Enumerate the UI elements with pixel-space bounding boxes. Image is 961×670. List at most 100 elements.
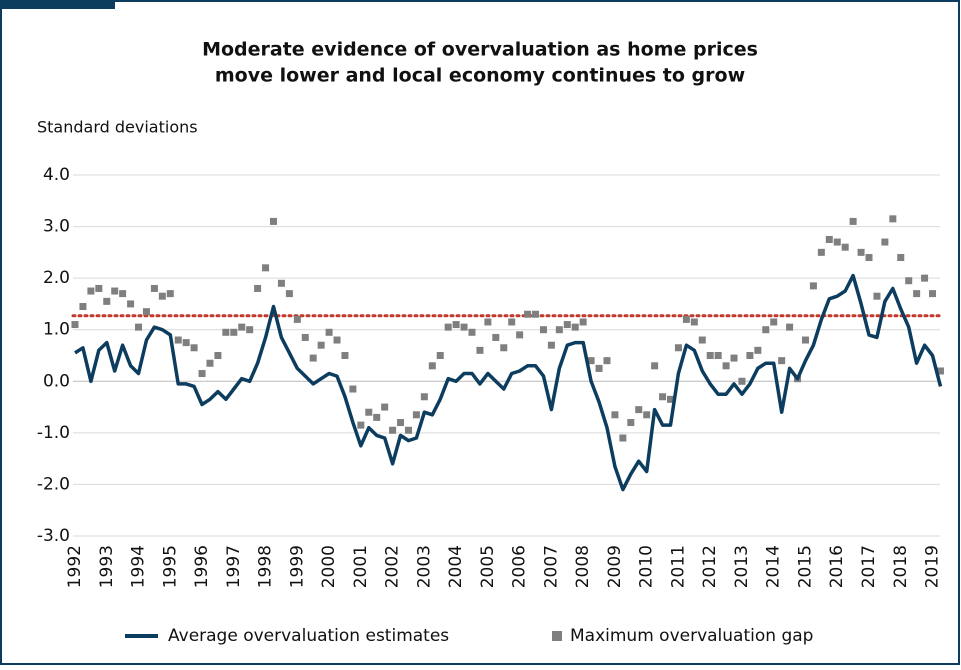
scatter-point <box>778 357 786 365</box>
scatter-point <box>71 321 79 329</box>
scatter-point <box>381 403 389 411</box>
x-tick-label: 1992 <box>65 545 85 588</box>
scatter-point <box>182 339 190 347</box>
x-tick-label: 2002 <box>383 545 403 588</box>
scatter-point <box>905 277 913 285</box>
x-tick-label: 2015 <box>795 545 815 588</box>
scatter-point <box>913 290 921 298</box>
y-tick-label: 4.0 <box>43 165 70 185</box>
line <box>74 273 943 492</box>
scatter-point <box>698 336 706 344</box>
scatter-point <box>373 413 381 421</box>
scatter-point <box>150 284 158 292</box>
scatter-point <box>341 352 349 359</box>
scatter-point <box>738 377 746 385</box>
chart-title: Moderate evidence of overvaluation as ho… <box>202 39 758 61</box>
scatter-point <box>571 323 579 331</box>
scatter-point <box>293 315 301 323</box>
scatter-point <box>936 367 944 375</box>
scatter-point <box>627 419 635 427</box>
x-tick-label: 1997 <box>224 545 244 588</box>
scatter-point <box>714 352 722 359</box>
scatter-point <box>619 434 627 442</box>
scatter-point <box>428 362 436 370</box>
scatter-point <box>476 346 484 354</box>
scatter-point <box>135 323 143 331</box>
x-tick-label: 2012 <box>700 545 720 588</box>
scatter-point <box>468 328 476 336</box>
x-tick-label: 2014 <box>764 545 784 588</box>
scatter-point <box>595 364 603 372</box>
x-tick-label: 1998 <box>256 545 276 588</box>
x-tick-label: 1994 <box>129 545 149 588</box>
y-tick-label: -3.0 <box>37 526 70 546</box>
scatter-point <box>833 238 841 246</box>
x-tick-label: 2001 <box>351 545 371 588</box>
scatter-point <box>127 300 135 308</box>
scatter-point <box>722 362 730 370</box>
scatter-point <box>539 326 547 334</box>
scatter-point <box>579 318 587 326</box>
scatter-point <box>754 346 762 354</box>
scatter-point <box>246 326 254 334</box>
scatter-point <box>674 344 682 352</box>
scatter-point <box>651 362 659 370</box>
scatter-point <box>801 336 809 344</box>
scatter-point <box>667 395 674 403</box>
x-tick-label: 2018 <box>891 545 911 588</box>
scatter-point <box>547 341 555 349</box>
scatter-point <box>142 308 150 316</box>
scatter-point <box>929 290 937 298</box>
scatter-point <box>889 215 897 223</box>
scatter-point <box>285 290 293 298</box>
scatter-point <box>119 290 127 298</box>
scatter-point <box>492 333 500 341</box>
scatter-point <box>333 336 341 344</box>
scatter-point <box>436 352 444 359</box>
scatter-point <box>762 326 770 334</box>
scatter-point <box>532 310 540 318</box>
scatter-point <box>95 284 103 292</box>
scatter-point <box>643 411 651 419</box>
scatter-point <box>555 326 563 334</box>
x-tick-label: 2009 <box>605 545 625 588</box>
scatter-point <box>277 279 285 287</box>
x-tick-label: 2013 <box>732 545 752 588</box>
scatter-point <box>309 354 317 362</box>
x-tick-label: 1996 <box>192 545 212 588</box>
scatter-point <box>516 331 524 339</box>
scatter-point <box>317 341 325 349</box>
scatter-point <box>690 318 698 326</box>
scatter-point <box>508 318 516 326</box>
scatter-point <box>682 315 690 323</box>
x-tick-label: 2003 <box>414 545 434 588</box>
scatter-point <box>444 323 452 331</box>
scatter-point <box>921 274 929 282</box>
scatter-point <box>254 284 262 292</box>
x-tick-label: 1995 <box>160 545 180 588</box>
scatter-point <box>770 318 778 326</box>
scatter-point <box>500 344 508 352</box>
scatter-point <box>857 248 865 256</box>
scatter-point <box>659 393 667 401</box>
x-tick-label: 2000 <box>319 545 339 588</box>
scatter-point <box>389 426 397 434</box>
scatter-point <box>230 328 238 336</box>
scatter-point <box>206 359 214 367</box>
y-tick-label: 0.0 <box>43 371 70 391</box>
scatter-point <box>404 426 412 434</box>
scatter-point <box>809 282 817 290</box>
x-tick-label: 2005 <box>478 545 498 588</box>
y-tick-label: 3.0 <box>43 217 70 237</box>
scatter-point <box>484 318 492 326</box>
x-tick-label: 2007 <box>541 545 561 588</box>
y-tick-label: 2.0 <box>43 268 70 288</box>
scatter-point <box>349 385 357 393</box>
scatter-point <box>397 419 405 427</box>
scatter-point <box>420 393 428 401</box>
scatter-point <box>222 328 230 336</box>
y-axis-label: Standard deviations <box>37 118 198 137</box>
scatter-point <box>87 287 95 295</box>
scatter-point <box>214 352 222 359</box>
